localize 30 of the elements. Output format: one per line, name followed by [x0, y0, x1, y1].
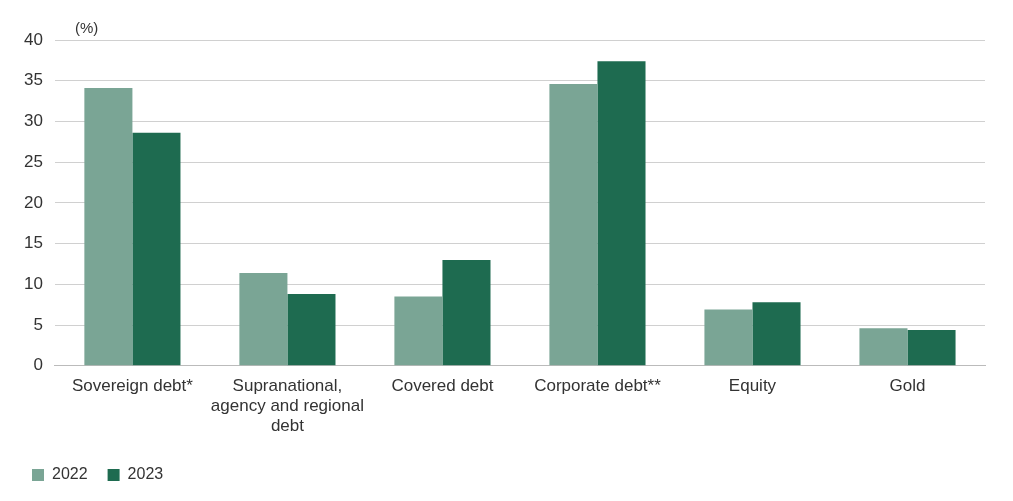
legend-label: 2022 — [52, 465, 88, 483]
y-tick-label: 15 — [23, 233, 43, 253]
legend-label: 2023 — [127, 465, 164, 483]
bar — [287, 294, 336, 366]
y-tick-label: 25 — [23, 151, 43, 171]
y-tick-label: 10 — [23, 274, 43, 294]
y-tick-label: 20 — [23, 192, 43, 212]
y-tick-label: 30 — [23, 111, 43, 131]
bar — [132, 132, 181, 366]
x-tick-label: Equity — [728, 375, 777, 395]
bar — [752, 302, 801, 366]
y-tick-label: 40 — [23, 29, 43, 49]
bar — [239, 272, 288, 366]
bar — [549, 83, 598, 366]
x-tick-label: Covered debt — [391, 375, 494, 395]
y-tick-label: 5 — [33, 314, 43, 334]
x-tick-label: Supranational, agency and regional debt — [210, 375, 364, 436]
bar — [597, 61, 646, 366]
bar — [859, 328, 908, 366]
x-tick-label: Gold — [889, 375, 926, 395]
x-tick-label: Corporate debt** — [534, 375, 662, 395]
bar — [907, 329, 956, 366]
bar — [442, 259, 491, 366]
y-axis-title: (%) — [74, 18, 99, 36]
bar — [704, 309, 753, 366]
y-tick-label: 35 — [23, 70, 43, 90]
bar — [84, 88, 133, 366]
bar — [394, 296, 443, 366]
x-tick-label: Sovereign debt* — [71, 375, 194, 395]
y-tick-label: 0 — [33, 355, 43, 375]
